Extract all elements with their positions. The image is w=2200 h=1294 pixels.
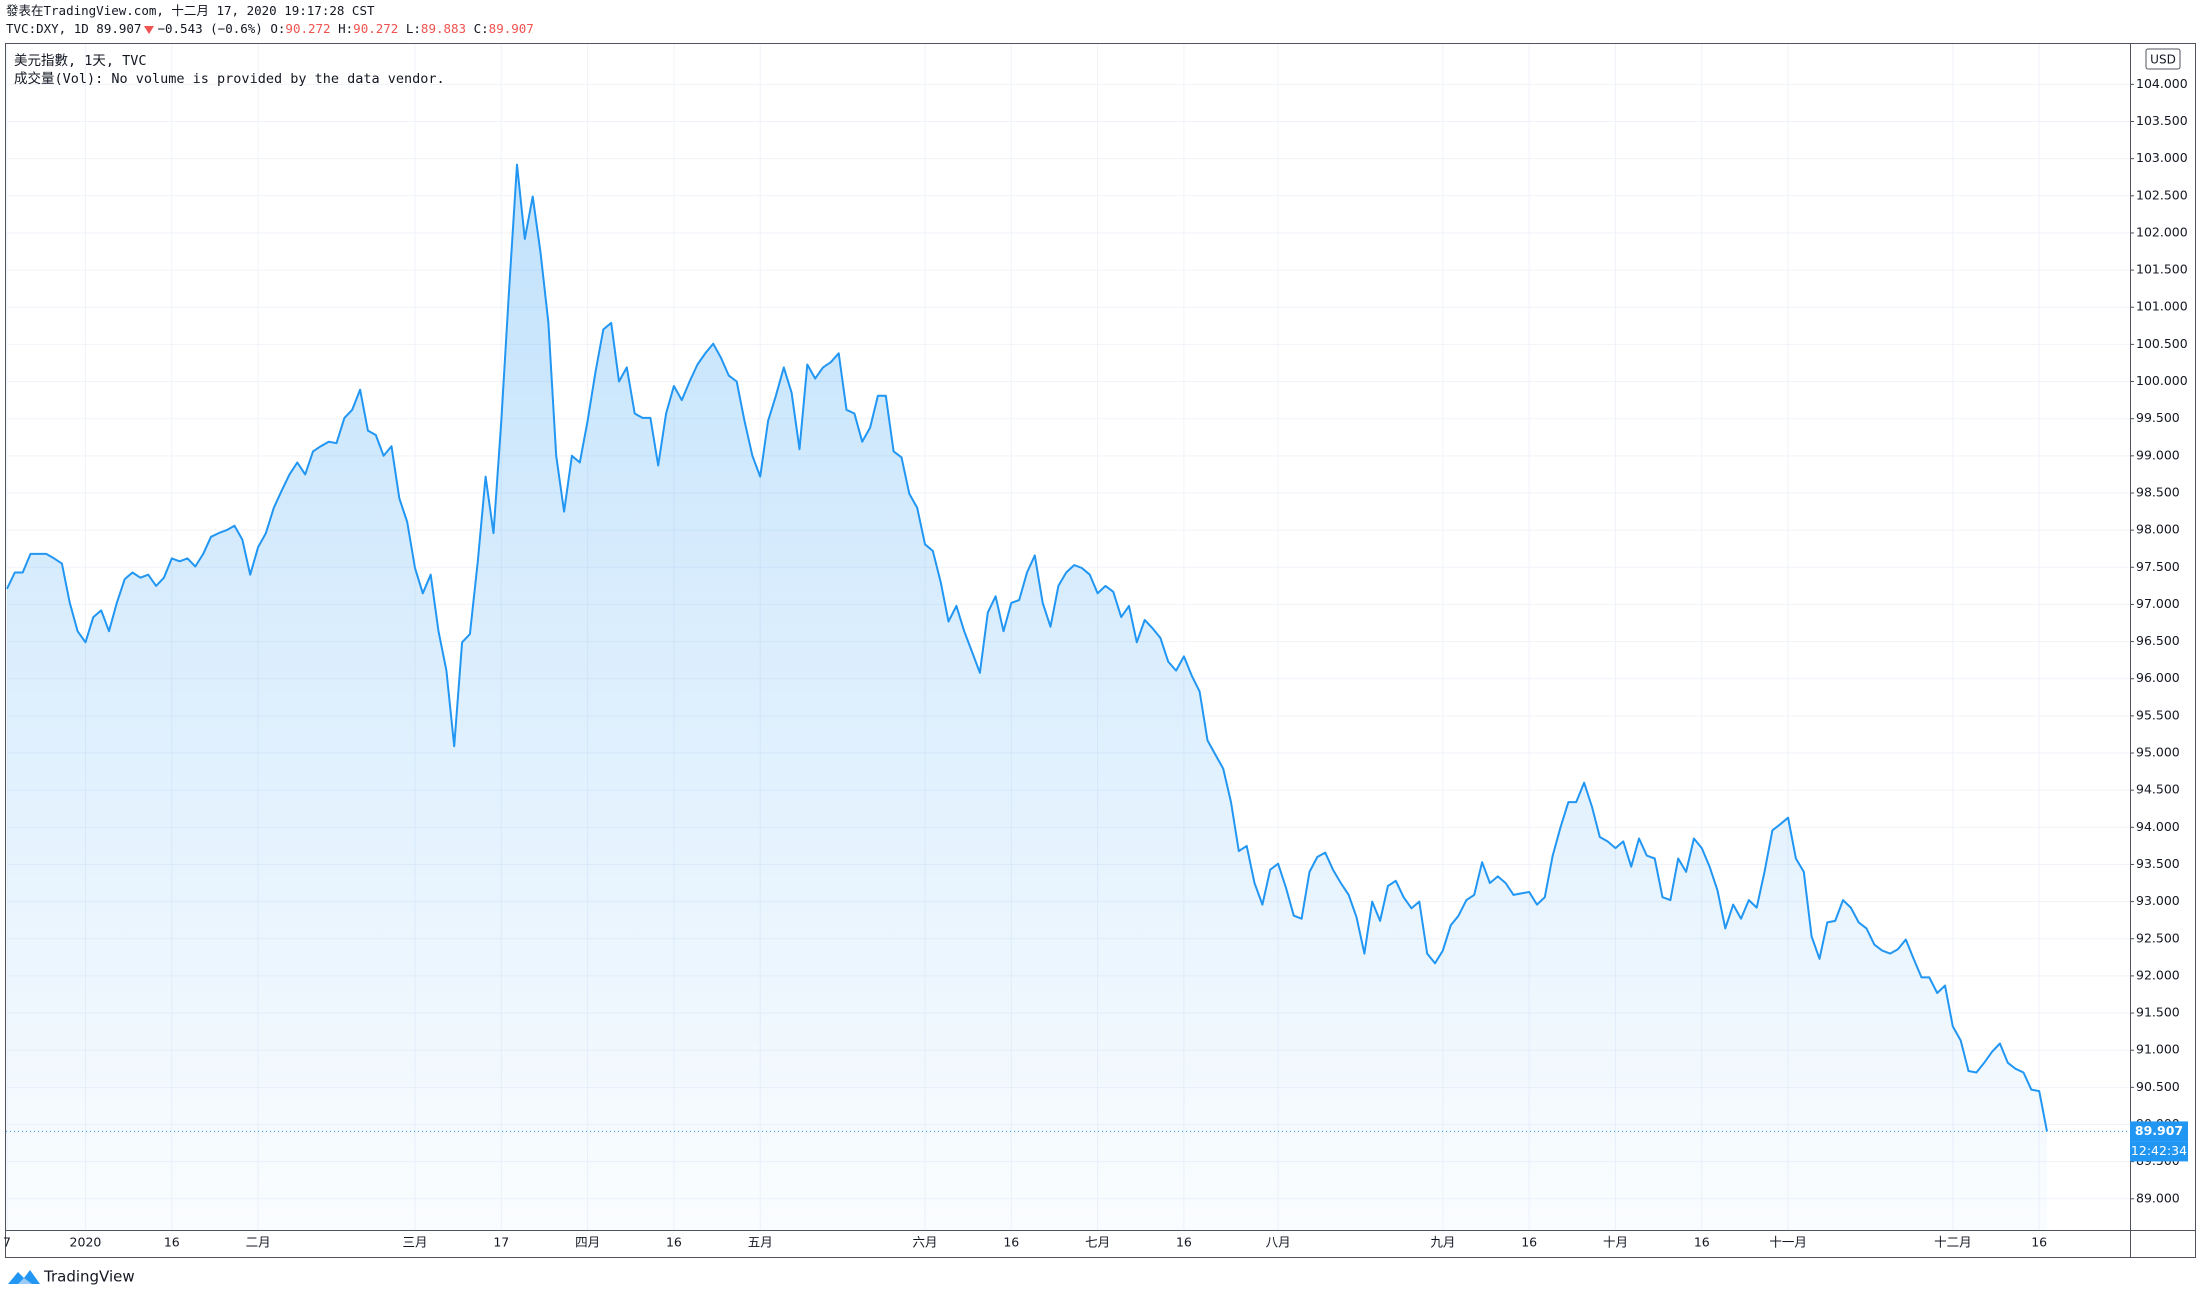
- ohlc-label: C:: [473, 21, 489, 36]
- x-tick-label: 六月: [912, 1235, 937, 1250]
- x-tick-label: 九月: [1430, 1235, 1455, 1250]
- y-tick-label: 93.000: [2136, 893, 2180, 908]
- x-tick-label: 十月: [1603, 1235, 1628, 1250]
- y-tick-label: 103.500: [2136, 113, 2188, 128]
- footer-brand: TradingView: [43, 1268, 135, 1286]
- x-tick-label: 八月: [1266, 1235, 1291, 1250]
- x-tick-label: 16: [1003, 1235, 1019, 1250]
- y-tick-label: 101.500: [2136, 262, 2188, 277]
- price-line: [6, 163, 2048, 1132]
- y-tick-label: 100.500: [2136, 336, 2188, 351]
- y-tick-label: 96.000: [2136, 670, 2180, 685]
- area-fill: [7, 164, 2047, 1231]
- volume-note: 成交量(Vol): No volume is provided by the d…: [14, 70, 445, 87]
- ohlc-value: 90.272: [285, 21, 331, 36]
- y-tick-label: 99.000: [2136, 447, 2180, 462]
- y-tick-label: 97.500: [2136, 559, 2180, 574]
- ohlc-label: L:: [405, 21, 421, 36]
- x-tick-label: 16: [1521, 1235, 1537, 1250]
- y-tick-label: 103.000: [2136, 150, 2188, 165]
- y-tick-label: 97.000: [2136, 596, 2180, 611]
- x-tick-label: 七月: [1085, 1235, 1110, 1250]
- change: −0.543 (−0.6%): [157, 21, 263, 36]
- x-tick-label: 7: [3, 1235, 11, 1250]
- currency: USD: [2150, 53, 2176, 67]
- countdown: 12:42:34: [2131, 1143, 2187, 1158]
- ohlc-label: O:: [270, 21, 286, 36]
- symbol: TVC:DXY, 1D 89.907: [6, 21, 142, 36]
- countdown-tag: [2130, 1141, 2188, 1162]
- y-tick-label: 98.500: [2136, 484, 2180, 499]
- y-tick-label: 101.000: [2136, 299, 2188, 314]
- y-tick-label: 94.000: [2136, 819, 2180, 834]
- y-tick-label: 102.500: [2136, 187, 2188, 202]
- published-line: 發表在TradingView.com, 十二月 17, 2020 19:17:2…: [6, 3, 375, 18]
- x-tick-label: 十一月: [1769, 1235, 1807, 1250]
- x-tick-label: 二月: [246, 1235, 271, 1250]
- last-price-label: 89.907: [2135, 1123, 2183, 1138]
- x-tick-label: 十二月: [1934, 1235, 1972, 1250]
- x-tick-label: 五月: [748, 1235, 773, 1250]
- y-tick-label: 98.000: [2136, 522, 2180, 537]
- x-tick-label: 16: [666, 1235, 682, 1250]
- y-tick-label: 89.000: [2136, 1190, 2180, 1205]
- symbol-line: TVC:DXY, 1D 89.907 −0.543 (−0.6%) O:90.27…: [6, 20, 534, 38]
- price-tags: 89.907 12:42:34: [2130, 1121, 2188, 1162]
- y-tick-label: 95.000: [2136, 745, 2180, 760]
- plot: [6, 163, 2130, 1231]
- x-tick-label: 16: [164, 1235, 180, 1250]
- down-arrow: [144, 25, 155, 34]
- ohlc-value: 89.907: [488, 21, 534, 36]
- y-tick-label: 99.500: [2136, 410, 2180, 425]
- ohlc-label: H:: [338, 21, 354, 36]
- ohlc-value: 90.272: [353, 21, 399, 36]
- last-price-tag: [2130, 1121, 2188, 1142]
- y-tick-label: 104.000: [2136, 76, 2188, 91]
- x-tick-label: 2020: [70, 1235, 102, 1250]
- x-tick-label: 16: [1694, 1235, 1710, 1250]
- y-tick-label: 100.000: [2136, 373, 2188, 388]
- y-tick-label: 94.500: [2136, 782, 2180, 797]
- y-tick-label: 90.500: [2136, 1079, 2180, 1094]
- x-tick-label: 16: [1176, 1235, 1192, 1250]
- frame: [5, 43, 2196, 1258]
- y-tick-label: 96.500: [2136, 633, 2180, 648]
- x-tick-label: 16: [2031, 1235, 2047, 1250]
- y-tick-label: 95.500: [2136, 707, 2180, 722]
- header: 發表在TradingView.com, 十二月 17, 2020 19:17:2…: [6, 2, 534, 38]
- y-tick-label: 91.500: [2136, 1005, 2180, 1020]
- ohlc: O:90.272 H:90.272 L:89.883 C:89.907: [270, 21, 533, 36]
- x-tick-label: 三月: [402, 1235, 427, 1250]
- y-tick-label: 92.500: [2136, 930, 2180, 945]
- ohlc-value: 89.883: [420, 21, 467, 36]
- y-tick-label: 102.000: [2136, 224, 2188, 239]
- y-tick-label: 91.000: [2136, 1042, 2180, 1057]
- currency-badge[interactable]: [2145, 48, 2181, 70]
- y-tick-label: 92.000: [2136, 967, 2180, 982]
- y-tick-label: 93.500: [2136, 856, 2180, 871]
- legend-title: 美元指數, 1天, TVC: [14, 53, 147, 69]
- footer-logo: [8, 1270, 40, 1284]
- x-tick-label: 17: [493, 1235, 509, 1250]
- x-tick-label: 四月: [575, 1235, 600, 1250]
